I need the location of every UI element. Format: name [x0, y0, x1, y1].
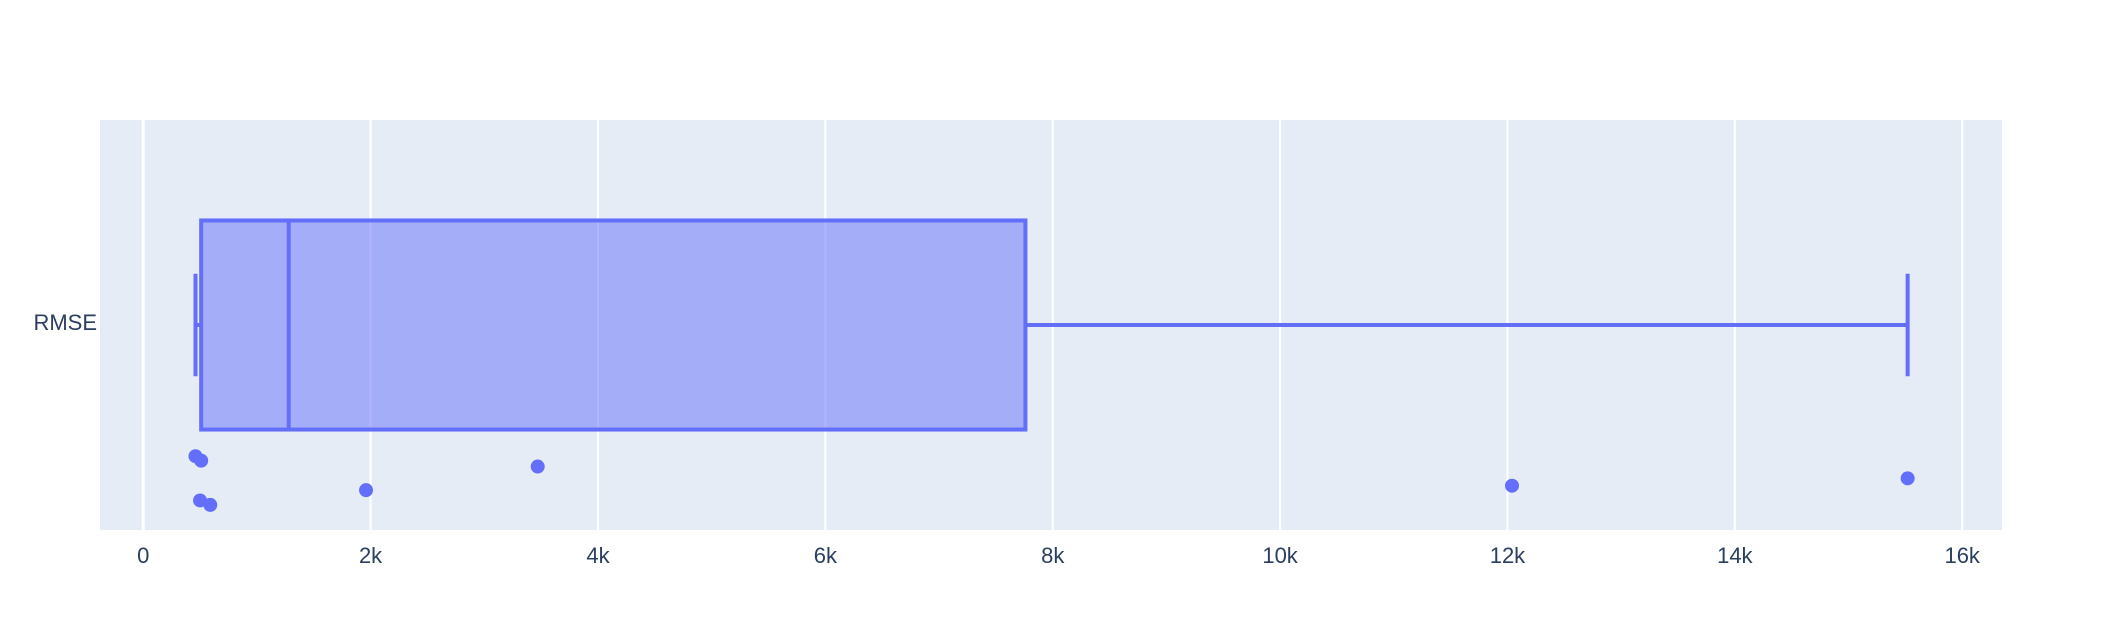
category-label: RMSE	[33, 310, 97, 335]
data-point	[359, 483, 374, 498]
data-point	[203, 497, 218, 512]
x-tick-label: 8k	[1041, 543, 1065, 568]
x-tick-label: 14k	[1717, 543, 1753, 568]
x-tick-label: 4k	[586, 543, 610, 568]
x-tick-label: 2k	[359, 543, 383, 568]
data-point	[1505, 478, 1520, 493]
data-points	[188, 449, 1915, 512]
x-tick-label: 6k	[814, 543, 838, 568]
x-tick-label: 0	[137, 543, 149, 568]
x-axis-ticks: 0 2k 4k 6k 8k 10k 12k 14k 16k	[137, 543, 1981, 568]
x-tick-label: 16k	[1944, 543, 1980, 568]
data-point	[194, 453, 209, 468]
x-tick-label: 12k	[1490, 543, 1526, 568]
data-point	[530, 459, 545, 474]
x-tick-label: 10k	[1262, 543, 1298, 568]
rmse-box	[193, 218, 1910, 432]
data-point	[1900, 471, 1915, 486]
interquartile-box	[199, 218, 1028, 432]
